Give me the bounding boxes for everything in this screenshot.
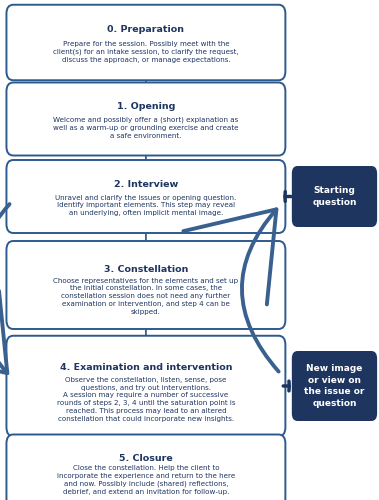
Text: 1. Opening: 1. Opening [117,102,175,112]
Text: 0. Preparation: 0. Preparation [107,26,185,35]
FancyArrowPatch shape [183,210,279,372]
FancyArrowPatch shape [0,204,9,373]
Text: Close the constellation. Help the client to
incorporate the experience and retur: Close the constellation. Help the client… [57,465,235,494]
Text: Starting
question: Starting question [312,186,357,206]
FancyBboxPatch shape [6,241,285,329]
Text: 5. Closure: 5. Closure [119,454,173,464]
FancyBboxPatch shape [292,166,377,227]
Text: Welcome and possibly offer a (short) explanation as
well as a warm-up or groundi: Welcome and possibly offer a (short) exp… [53,117,239,139]
FancyBboxPatch shape [6,4,285,80]
FancyBboxPatch shape [292,351,377,421]
FancyBboxPatch shape [6,160,285,233]
Text: Observe the constellation, listen, sense, pose
questions, and try out interventi: Observe the constellation, listen, sense… [57,377,235,422]
Text: 3. Constellation: 3. Constellation [104,265,188,274]
Text: Choose representatives for the elements and set up
the initial constellation. In: Choose representatives for the elements … [53,278,238,314]
Text: 4. Examination and intervention: 4. Examination and intervention [60,364,232,372]
Text: Unravel and clarify the issues or opening question.
Identify important elements.: Unravel and clarify the issues or openin… [55,194,236,216]
Text: New image
or view on
the issue or
question: New image or view on the issue or questi… [304,364,365,408]
Text: Prepare for the session. Possibly meet with the
client(s) for an intake session,: Prepare for the session. Possibly meet w… [53,40,239,62]
Text: 2. Interview: 2. Interview [114,180,178,189]
FancyBboxPatch shape [6,434,285,500]
FancyBboxPatch shape [6,336,285,436]
FancyBboxPatch shape [6,82,285,156]
